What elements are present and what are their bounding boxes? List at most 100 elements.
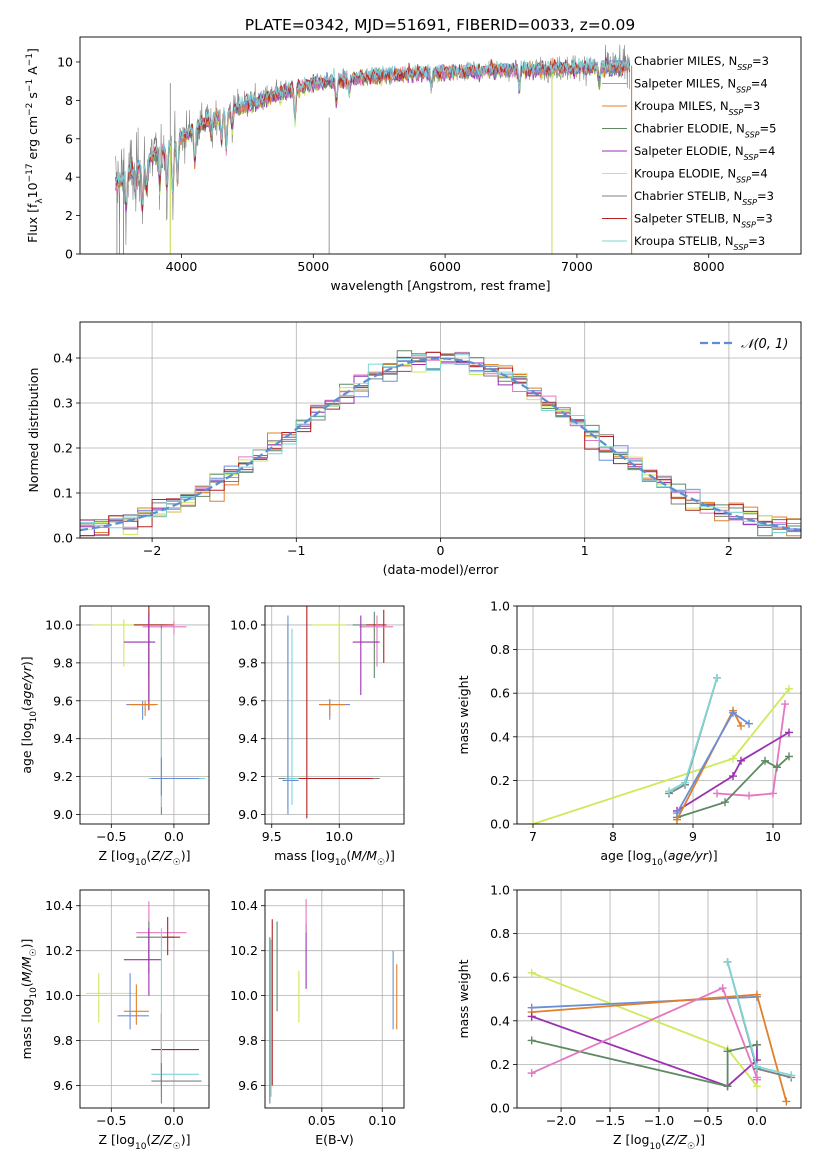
histogram-salpeter_stelib [80,351,801,537]
weight-marker [752,1075,761,1084]
weight-marker [752,990,761,999]
x-tick-label: −1 [287,543,305,558]
residuals-plot-area [80,350,801,537]
weight_vs_age-panel: 7 8 9 10 0.0 0.2 0.4 0.6 0.8 1.0 age [log10(age/yr… [456,599,802,868]
y-tick-label: 9.2 [53,769,73,784]
x-axis-label: Z [log10(Z/Z☉)] [99,1132,191,1152]
weight-line-kroupa_stelib [726,961,792,1077]
weight-marker [527,968,536,977]
weight_vs_age-plot-area [529,673,793,824]
weight-marker [729,772,737,781]
weight-marker [729,754,737,763]
x-axis-label: E(B-V) [315,1132,354,1147]
y-tick-label: 9.6 [53,693,73,708]
x-axis-label: (data-model)/error [383,562,500,577]
weight-marker [745,791,753,800]
y-tick-label: 1.0 [490,883,510,898]
x-tick-label: 9 [689,829,697,844]
y-tick-label: 2 [65,208,73,223]
y-tick-label: 0.0 [53,531,73,546]
x-tick-label: 7000 [561,259,593,274]
mass_vs_Z-plot-area [86,901,202,1104]
weight-marker [761,756,769,765]
x-tick-label: −0.5 [96,1113,126,1128]
y-tick-label: 0.4 [490,729,510,744]
weight-marker [752,1062,761,1071]
normal-distribution-curve [80,357,801,532]
mass_vs_EBV-frame [264,889,405,1109]
spectrum-panel: 4000 5000 6000 7000 8000 0 2 4 6 8 10 wavelength [A… [25,36,802,293]
weight-marker [713,673,721,682]
x-tick-label: −0.5 [693,1113,723,1128]
y-tick-label: 0.3 [53,396,73,411]
age_vs_Z-plot-area [92,606,206,815]
y-tick-label: 9.8 [53,655,73,670]
x-tick-label: 10.0 [325,829,353,844]
x-tick-label: −1.5 [595,1113,625,1128]
legend-label: Kroupa STELIB, NSSP=3 [634,234,765,252]
weight-marker [713,789,721,798]
histogram-kroupa_stelib [80,354,801,533]
y-tick-label: 9.8 [238,655,258,670]
y-tick-label: 10.2 [45,943,73,958]
x-tick-label: 1 [581,543,589,558]
weight-marker [723,957,732,966]
y-tick-label: 9.0 [238,807,258,822]
y-tick-label: 10.0 [45,617,73,632]
mass_vs_EBV-panel: 0.05 0.10 9.6 9.8 10.0 10.2 10.4 E(B-V) [230,889,405,1147]
weight-marker [737,756,745,765]
weight-marker [529,820,537,824]
y-tick-label: 10.0 [230,988,258,1003]
x-axis-label: age [log10(age/yr)] [600,848,717,868]
y-tick-label: 0.4 [490,1013,510,1028]
y-axis-label: mass [log10(M/M☉)] [19,939,39,1060]
x-tick-label: 0.10 [368,1113,396,1128]
weight-marker [673,809,681,818]
weight-marker [527,1036,536,1045]
weight-marker [773,763,781,772]
x-axis-label: Z [log10(Z/Z☉)] [613,1132,705,1152]
weight-line-kroupa_elodie [532,688,790,824]
x-tick-label: 10 [765,829,781,844]
weight_vs_Z-plot-area [527,957,796,1106]
y-tick-label: 9.2 [238,769,258,784]
y-tick-label: 0.8 [490,642,510,657]
legend-label: Chabrier ELODIE, NSSP=5 [634,122,776,140]
y-tick-label: 0.0 [490,1101,510,1116]
y-tick-label: 10.4 [45,898,73,913]
y-tick-label: 6 [65,131,73,146]
weight-line-salpeter_elodie [676,731,790,812]
x-tick-label: 8 [609,829,617,844]
y-tick-label: 0 [65,247,73,262]
age_vs_mass-frame [264,605,405,825]
legend-label: Chabrier MILES, NSSP=3 [634,54,769,72]
y-tick-label: 9.6 [238,1078,258,1093]
y-tick-label: 0.1 [53,486,73,501]
y-tick-label: 0.6 [490,970,510,985]
x-tick-label: 0.0 [164,1113,184,1128]
model-spectrum-kroupa_stelib [115,56,630,205]
y-tick-label: 10.0 [45,988,73,1003]
legend-label: Salpeter MILES, NSSP=4 [634,77,768,95]
y-tick-label: 9.8 [53,1033,73,1048]
y-tick-label: 9.8 [238,1033,258,1048]
weight-marker [785,684,793,693]
x-axis-label: wavelength [Angstrom, rest frame] [330,278,550,293]
weight-marker [752,1040,761,1049]
legend-label: Kroupa ELODIE, NSSP=4 [634,167,768,185]
weight-marker [781,700,789,709]
model-spectrum-salpeter_stelib [115,57,631,211]
weight-line-salpeter_miles [716,703,786,797]
weight-marker [737,721,745,730]
weight-marker [527,1012,536,1021]
y-tick-label: 9.4 [238,731,258,746]
x-axis-label: Z [log10(Z/Z☉)] [99,848,191,868]
x-tick-label: 0.0 [164,829,184,844]
x-tick-label: 7 [529,829,537,844]
weight-marker [729,708,737,717]
age_vs_mass-panel: 9.5 10.0 9.0 9.2 9.4 9.6 9.8 10.0 mass [log10(M/… [230,605,405,868]
x-tick-label: −1.0 [644,1113,674,1128]
y-tick-label: 10.0 [230,617,258,632]
legend-label: Chabrier STELIB, NSSP=3 [634,189,774,207]
